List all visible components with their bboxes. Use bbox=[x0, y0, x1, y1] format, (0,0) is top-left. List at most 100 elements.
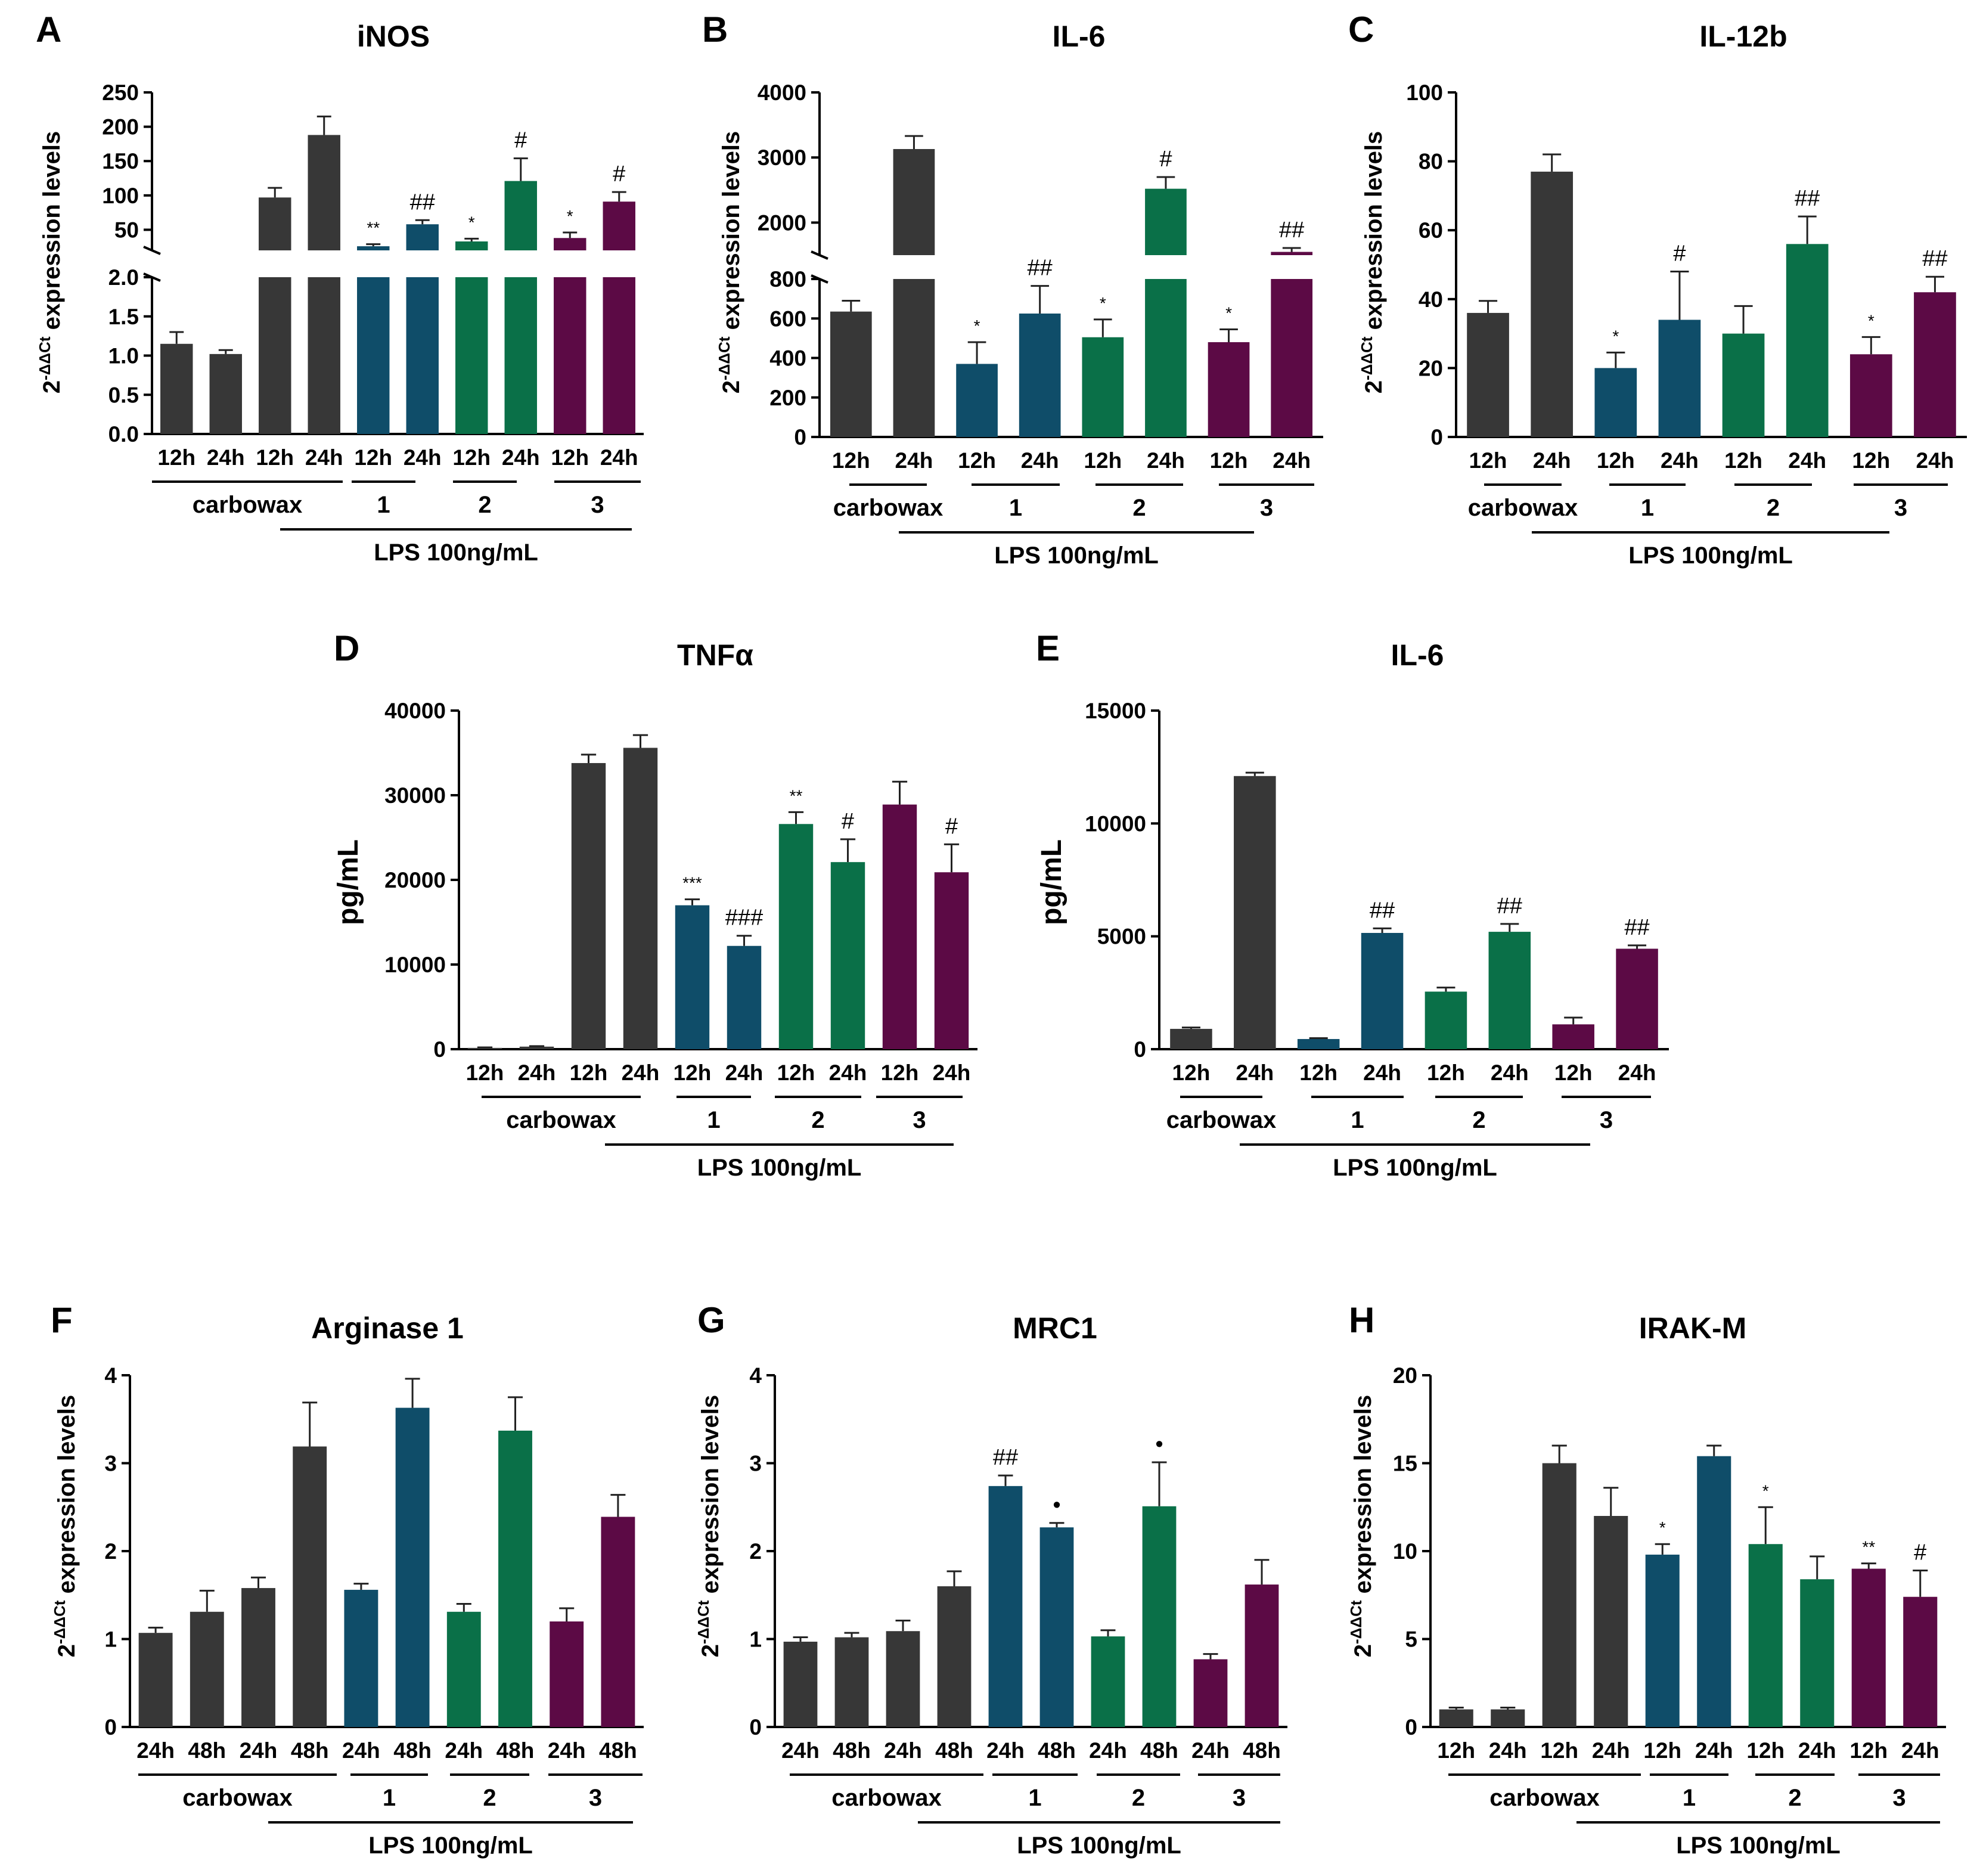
bar bbox=[830, 862, 865, 1049]
x-tick-label: 24h bbox=[933, 1061, 971, 1085]
bar bbox=[675, 905, 710, 1049]
treatment-label: LPS 100ng/mL bbox=[1333, 1155, 1497, 1181]
significance-mark: • bbox=[1053, 1493, 1060, 1518]
bar bbox=[446, 1611, 481, 1727]
x-tick-label: 48h bbox=[599, 1738, 637, 1763]
group-label: 1 bbox=[383, 1785, 396, 1811]
bar bbox=[554, 238, 586, 250]
x-tick-label: 48h bbox=[833, 1738, 871, 1763]
x-tick-label: 12h bbox=[1852, 448, 1890, 473]
panel-title: TNFα bbox=[677, 638, 753, 672]
significance-mark: ** bbox=[790, 786, 803, 805]
treatment-label: LPS 100ng/mL bbox=[368, 1832, 533, 1859]
x-tick-label: 12h bbox=[1554, 1061, 1593, 1085]
bar bbox=[1297, 1038, 1340, 1049]
group-label: 2 bbox=[483, 1785, 496, 1811]
y-tick-label: 2000 bbox=[758, 210, 806, 235]
bar bbox=[1142, 1506, 1177, 1727]
bar-lower-segment bbox=[259, 277, 291, 434]
bar bbox=[1271, 252, 1313, 255]
y-tick-label: 4000 bbox=[758, 80, 806, 105]
group-label: 2 bbox=[1472, 1107, 1485, 1133]
x-tick-label: 12h bbox=[452, 445, 491, 470]
x-tick-label: 24h bbox=[342, 1738, 380, 1763]
bar bbox=[623, 748, 658, 1049]
panel-title: IL-6 bbox=[1053, 20, 1106, 53]
x-tick-label: 24h bbox=[518, 1061, 556, 1085]
significance-mark: ## bbox=[1795, 186, 1820, 211]
significance-mark: # bbox=[945, 814, 958, 839]
x-tick-label: 24h bbox=[207, 445, 245, 470]
x-tick-label: 24h bbox=[1147, 448, 1185, 473]
bar bbox=[308, 135, 340, 250]
y-axis-label: 2-ΔΔCt expression levels bbox=[715, 131, 744, 393]
bar bbox=[504, 181, 537, 250]
x-tick-label: 24h bbox=[1901, 1738, 1939, 1763]
treatment-label: LPS 100ng/mL bbox=[994, 542, 1159, 569]
significance-mark: * bbox=[1762, 1481, 1769, 1500]
y-tick-label: 400 bbox=[769, 346, 806, 371]
bar bbox=[357, 246, 390, 250]
bar-lower-segment bbox=[1145, 279, 1187, 437]
axis-break-mark bbox=[143, 246, 161, 255]
treatment-label: LPS 100ng/mL bbox=[374, 539, 538, 566]
x-tick-label: 24h bbox=[986, 1738, 1025, 1763]
group-label: carbowax bbox=[833, 495, 944, 521]
bar-lower-segment bbox=[406, 277, 439, 434]
significance-mark: ### bbox=[725, 906, 763, 931]
x-tick-label: 24h bbox=[1273, 448, 1311, 473]
significance-mark: # bbox=[613, 162, 625, 187]
significance-mark: * bbox=[1612, 327, 1619, 345]
group-label: 3 bbox=[589, 1785, 602, 1811]
significance-mark: * bbox=[567, 207, 573, 225]
significance-mark: * bbox=[1659, 1518, 1666, 1537]
y-tick-label: 20 bbox=[1419, 356, 1443, 380]
x-tick-label: 24h bbox=[1191, 1738, 1230, 1763]
bar-lower-segment bbox=[893, 279, 935, 437]
significance-mark: # bbox=[514, 128, 527, 153]
bar bbox=[1145, 188, 1187, 255]
significance-mark: ** bbox=[1862, 1538, 1875, 1556]
significance-mark: ## bbox=[1370, 898, 1395, 923]
bar bbox=[190, 1611, 224, 1727]
significance-mark: # bbox=[1914, 1540, 1926, 1565]
x-tick-label: 12h bbox=[1746, 1738, 1785, 1763]
group-label: carbowax bbox=[1468, 495, 1578, 521]
y-tick-label: 200 bbox=[769, 386, 806, 410]
y-tick-label: 100 bbox=[1406, 80, 1443, 105]
y-tick-label: 0.5 bbox=[108, 383, 139, 407]
x-tick-label: 12h bbox=[1210, 448, 1248, 473]
group-label: 1 bbox=[1351, 1107, 1364, 1133]
y-tick-label: 40 bbox=[1419, 287, 1443, 312]
bar bbox=[1439, 1709, 1473, 1727]
panel-E: E IL-6 pg/mL 0 5000 10000 15000 12h 24h 12h ## 24h 1… bbox=[1036, 628, 1669, 1181]
y-axis-label: pg/mL bbox=[1036, 839, 1067, 925]
x-tick-label: 24h bbox=[1089, 1738, 1127, 1763]
x-tick-label: 12h bbox=[1469, 448, 1507, 473]
bar bbox=[1361, 932, 1404, 1049]
y-tick-label: 2 bbox=[104, 1539, 117, 1564]
x-tick-label: 12h bbox=[570, 1061, 608, 1085]
group-label: carbowax bbox=[1166, 1107, 1277, 1133]
group-label: 1 bbox=[1009, 495, 1022, 521]
y-tick-label: 3000 bbox=[758, 145, 806, 170]
significance-mark: ** bbox=[367, 219, 380, 237]
bar bbox=[293, 1446, 327, 1727]
y-tick-label: 600 bbox=[769, 306, 806, 331]
x-tick-label: 24h bbox=[1798, 1738, 1836, 1763]
y-tick-label: 10 bbox=[1393, 1539, 1417, 1564]
x-tick-label: 48h bbox=[1243, 1738, 1281, 1763]
y-axis-label: 2-ΔΔCt expression levels bbox=[1358, 131, 1387, 393]
bar bbox=[519, 1046, 554, 1049]
y-tick-label: 5 bbox=[1405, 1627, 1417, 1652]
group-label: 1 bbox=[707, 1107, 720, 1133]
bar bbox=[1234, 776, 1276, 1049]
bar bbox=[395, 1407, 430, 1727]
bar bbox=[1594, 1516, 1628, 1727]
bar bbox=[1903, 1596, 1938, 1727]
x-tick-label: 48h bbox=[1140, 1738, 1178, 1763]
y-tick-label: 30000 bbox=[384, 783, 446, 808]
bar bbox=[1039, 1527, 1074, 1727]
x-tick-label: 24h bbox=[1236, 1061, 1274, 1085]
y-tick-label: 10000 bbox=[1085, 811, 1146, 836]
